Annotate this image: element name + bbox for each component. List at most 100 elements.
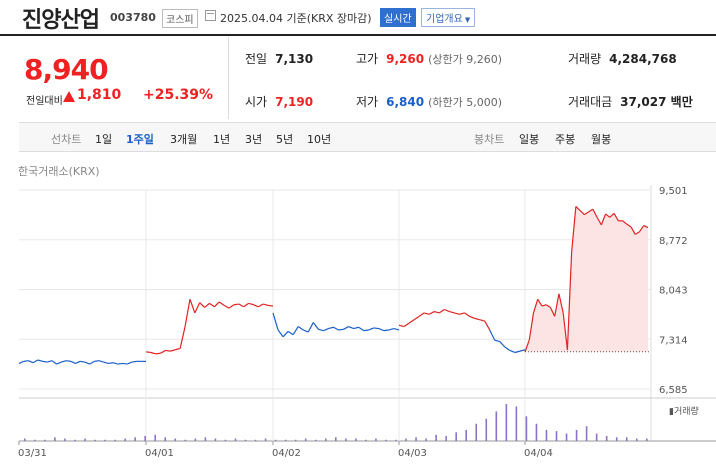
price-line-segment: [303, 329, 309, 333]
volume-bar: [355, 438, 357, 441]
stat-high: 고가 9,260 (상한가 9,260): [356, 50, 502, 67]
price-line-segment: [89, 360, 95, 365]
price-line-segment: [277, 329, 284, 338]
chart-source: 한국거래소(KRX): [18, 165, 100, 178]
company-info-dropdown[interactable]: 기업개요 ▼: [421, 8, 476, 27]
price-line-segment: [358, 326, 365, 332]
stat-label: 시가: [245, 95, 268, 109]
price-line-segment: [75, 360, 81, 364]
tab-1w[interactable]: 1주일: [126, 133, 154, 146]
x-tick-label: 04/02: [272, 448, 301, 459]
volume-bar: [415, 437, 417, 441]
volume-bar: [425, 438, 427, 441]
price-line-segment: [189, 299, 196, 314]
price-line-segment: [537, 298, 543, 307]
price-line-segment: [643, 225, 649, 229]
price-line-segment: [438, 308, 445, 314]
price-line-segment: [509, 349, 516, 354]
calendar-icon: [205, 10, 216, 21]
volume-bar: [134, 437, 136, 441]
volume-bar: [455, 432, 457, 441]
line-chart-label: 선차트: [51, 133, 82, 146]
price-line-segment: [494, 339, 500, 343]
price-line-segment: [418, 312, 425, 317]
price-line-segment: [84, 361, 90, 365]
price-line-segment: [333, 326, 339, 331]
price-line-segment: [605, 213, 611, 218]
y-tick-label: 8,772: [659, 236, 688, 247]
volume-bar: [585, 426, 588, 441]
price-line-segment: [238, 303, 244, 308]
x-tick-label: 04/01: [145, 448, 174, 459]
price-line-segment: [571, 206, 577, 252]
tab-1y[interactable]: 1년: [213, 133, 231, 146]
tab-3m[interactable]: 3개월: [170, 133, 198, 146]
tab-monthly[interactable]: 월봉: [591, 133, 612, 146]
price-line-segment: [630, 226, 636, 235]
volume-bar: [535, 423, 538, 441]
price-line-segment: [323, 328, 329, 332]
volume-bar: [74, 439, 76, 441]
price-line-segment: [532, 299, 539, 314]
price-line-segment: [579, 210, 585, 216]
company-info-label: 기업개요: [426, 14, 463, 25]
price-line-segment: [165, 349, 171, 352]
tab-weekly[interactable]: 주봉: [555, 133, 576, 146]
volume-bar: [94, 439, 96, 441]
volume-bar: [505, 404, 508, 441]
tab-1d[interactable]: 1일: [95, 133, 113, 146]
price-line-segment: [408, 319, 415, 324]
volume-bar: [385, 439, 387, 441]
volume-bar: [365, 439, 367, 441]
price-line-segment: [170, 349, 176, 352]
price-line-segment: [454, 312, 460, 315]
tab-daily[interactable]: 일봉: [519, 133, 540, 146]
price-line-segment: [524, 339, 530, 353]
price-line-segment: [484, 320, 491, 331]
tab-10y[interactable]: 10년: [307, 133, 332, 146]
stat-value: 37,027 백만: [620, 95, 693, 109]
price-line-segment: [459, 312, 465, 315]
price-line-segment: [117, 362, 123, 365]
volume-bar: [475, 423, 478, 441]
price-line-segment: [122, 362, 128, 365]
stock-code: 003780: [110, 11, 156, 24]
price-line-segment: [514, 350, 521, 354]
volume-bar: [34, 439, 36, 441]
volume-bar: [525, 416, 528, 441]
tab-3y[interactable]: 3년: [245, 133, 263, 146]
volume-bar: [84, 438, 86, 441]
price-line-segment: [258, 303, 264, 308]
volume-bar: [595, 433, 598, 441]
volume-bar: [64, 438, 66, 441]
price-line-segment: [541, 304, 547, 307]
stat-label: 고가: [356, 52, 379, 66]
price-line-segment: [155, 352, 161, 355]
volume-bar: [124, 438, 126, 441]
price-line-segment: [145, 351, 151, 354]
price-line-segment: [108, 362, 114, 365]
price-line-segment: [584, 211, 589, 216]
volume-bar: [244, 439, 247, 441]
volume-bar: [254, 439, 257, 441]
volume-bar: [154, 434, 157, 441]
realtime-button[interactable]: 실시간: [380, 8, 416, 27]
volume-bar: [204, 437, 207, 441]
price-line-segment: [504, 346, 511, 351]
price-line-segment: [47, 360, 53, 363]
volume-bar: [485, 418, 488, 441]
price-line-segment: [328, 326, 334, 330]
volume-bar: [605, 436, 608, 441]
current-price: 8,940: [24, 53, 109, 86]
price-line-segment: [600, 213, 607, 226]
volume-bar: [294, 439, 297, 441]
volume-bar: [345, 438, 347, 441]
volume-bar: [184, 439, 187, 441]
price-line-segment: [434, 310, 440, 314]
price-line-segment: [424, 312, 430, 315]
volume-bar: [615, 437, 618, 441]
x-tick-label: 03/31: [18, 448, 47, 459]
price-line-segment: [566, 251, 573, 350]
price-line-segment: [228, 304, 235, 309]
tab-5y[interactable]: 5년: [276, 133, 294, 146]
